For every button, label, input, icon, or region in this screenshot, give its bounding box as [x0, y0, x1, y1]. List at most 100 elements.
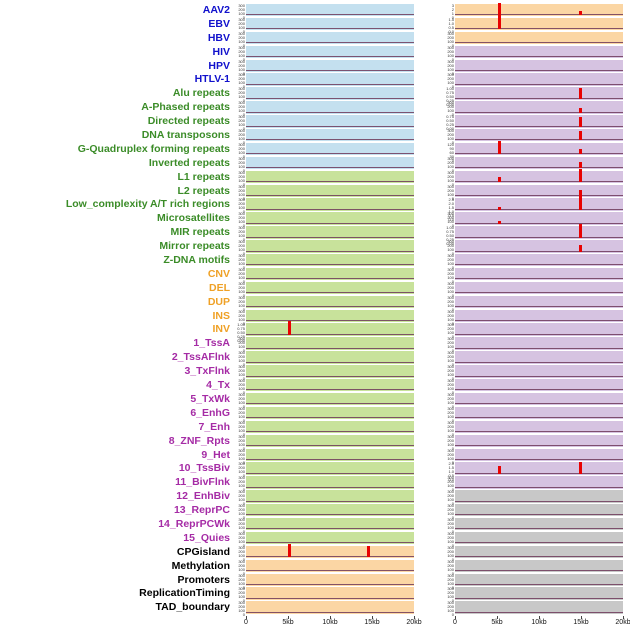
y-tick-label: 200 — [238, 270, 245, 276]
column-gap — [414, 407, 439, 419]
y-tick-label: 200 — [238, 479, 245, 485]
track-label: Promoters — [177, 573, 230, 586]
y-tick-label: 0 — [242, 140, 245, 146]
y-axis-ticks-left: 300 200 100 0 — [230, 337, 246, 353]
track-panel-right — [455, 545, 623, 559]
y-tick-label: 0 — [451, 140, 454, 146]
y-tick-label: 0 — [242, 195, 245, 201]
track-panel-left — [246, 434, 414, 447]
y-tick-label: 0 — [242, 28, 245, 34]
y-tick-label: 200 — [238, 34, 245, 40]
x-axis-tick — [413, 615, 415, 619]
y-tick-label: 300 — [238, 294, 245, 300]
y-tick-label: 200 — [447, 159, 454, 165]
y-tick-label: 300 — [447, 58, 454, 64]
column-gap — [414, 143, 439, 155]
y-tick-label: 300 — [238, 378, 245, 384]
y-tick-label: 0.75 — [446, 114, 454, 120]
signal-baseline — [246, 306, 414, 308]
signal-baseline — [246, 153, 414, 155]
y-tick-label: 100 — [238, 24, 245, 30]
y-tick-label: 0 — [451, 292, 454, 298]
signal-baseline — [246, 361, 414, 363]
signal-spike — [578, 168, 582, 183]
signal-baseline — [246, 14, 414, 16]
track-panel-right — [455, 168, 623, 184]
column-gap — [414, 476, 439, 488]
track-row: EBV 300 200 100 0 1.5 1.0 0.5 0.0 — [0, 14, 630, 33]
y-tick-label: 200 — [238, 340, 245, 346]
track-row: 11_BivFlnk 300 200 100 0 300 200 100 0 — [0, 475, 630, 492]
track-panel-left — [246, 156, 414, 170]
track-label: HPV — [208, 59, 230, 72]
track-row: 8_ZNF_Rpts 300 200 100 0 300 200 100 0 — [0, 434, 630, 450]
track-panel-left — [246, 267, 414, 281]
y-tick-label: 100 — [447, 580, 454, 586]
y-tick-label: 200 — [238, 243, 245, 249]
y-axis-ticks-right: 300 200 100 0 — [439, 31, 455, 47]
y-tick-label: 100 — [238, 149, 245, 155]
y-tick-label: 100 — [447, 302, 454, 308]
track-panel-right — [455, 101, 623, 114]
y-tick-label: 100 — [447, 38, 454, 44]
y-tick-label: 300 — [238, 419, 245, 425]
y-tick-label: 0 — [451, 528, 454, 534]
y-tick-label: 300 — [238, 600, 245, 606]
y-tick-label: 300 — [447, 600, 454, 606]
y-axis-ticks-right: 1.00 0.75 0.50 0.25 0.00 — [439, 87, 455, 107]
track-panel-right — [455, 281, 623, 295]
signal-baseline — [246, 514, 414, 516]
y-axis-ticks-right: 300 200 100 0 — [439, 101, 455, 117]
y-axis-ticks-right: 300 200 100 0 — [439, 379, 455, 395]
y-tick-label: 200 — [238, 7, 245, 12]
signal-spike — [498, 14, 502, 30]
y-tick-label: 200 — [238, 493, 245, 499]
x-axis-left: 0 5kb 10kb 15kb 20kb — [244, 615, 422, 630]
y-axis-ticks-left: 300 200 100 0 — [230, 170, 246, 186]
signal-baseline — [246, 528, 414, 530]
track-panel-right — [455, 45, 623, 59]
signal-baseline — [455, 445, 623, 446]
y-tick-label: 100 — [447, 441, 454, 447]
y-tick-label: 0 — [242, 306, 245, 312]
y-tick-label: 0 — [242, 376, 245, 382]
y-tick-label: 100 — [447, 163, 454, 169]
track-panel-right — [455, 240, 623, 253]
track-panel-right — [455, 212, 623, 225]
track-panel-left — [246, 543, 414, 559]
signal-baseline — [246, 458, 414, 460]
track-label: Methylation — [171, 559, 230, 572]
y-axis-ticks-left: 300 200 100 0 — [230, 600, 246, 617]
y-tick-label: 0 — [451, 70, 454, 76]
y-tick-label: 100 — [238, 80, 245, 86]
track-label: DUP — [207, 295, 230, 308]
signal-baseline — [455, 153, 623, 155]
y-tick-label: 0 — [242, 251, 245, 257]
track-row: HTLV-1 300 200 100 0 300 200 100 0 — [0, 73, 630, 89]
y-tick-label: 100 — [238, 136, 245, 142]
track-row: Z-DNA motifs 300 200 100 0 300 200 100 0 — [0, 254, 630, 270]
y-tick-label: 300 — [447, 475, 454, 481]
signal-baseline — [246, 542, 414, 544]
x-axis-tick — [287, 615, 289, 619]
y-tick-label: 0 — [242, 584, 245, 590]
track-label: 8_ZNF_Rpts — [168, 434, 230, 447]
y-tick-label: 0 — [242, 515, 245, 521]
y-axis-ticks-left: 300 200 100 0 — [230, 294, 246, 311]
column-gap — [414, 310, 439, 322]
y-tick-label: 100 — [447, 136, 454, 142]
signal-baseline — [246, 83, 414, 85]
y-axis-ticks-left: 1.00 0.75 0.50 0.25 0.00 — [230, 323, 246, 343]
track-label: ReplicationTiming — [139, 587, 230, 600]
track-panel-left — [246, 295, 414, 309]
y-tick-label: 200 — [447, 132, 454, 138]
y-axis-ticks-left: 300 200 100 0 — [230, 490, 246, 506]
signal-baseline — [246, 194, 414, 196]
signal-baseline — [246, 222, 414, 224]
signal-baseline — [455, 514, 623, 516]
y-tick-label: 200 — [447, 562, 454, 568]
signal-baseline — [246, 250, 414, 252]
y-tick-label: 300 — [447, 350, 454, 356]
y-tick-label: 0 — [451, 487, 454, 493]
y-tick-label: 0.5 — [448, 473, 454, 479]
